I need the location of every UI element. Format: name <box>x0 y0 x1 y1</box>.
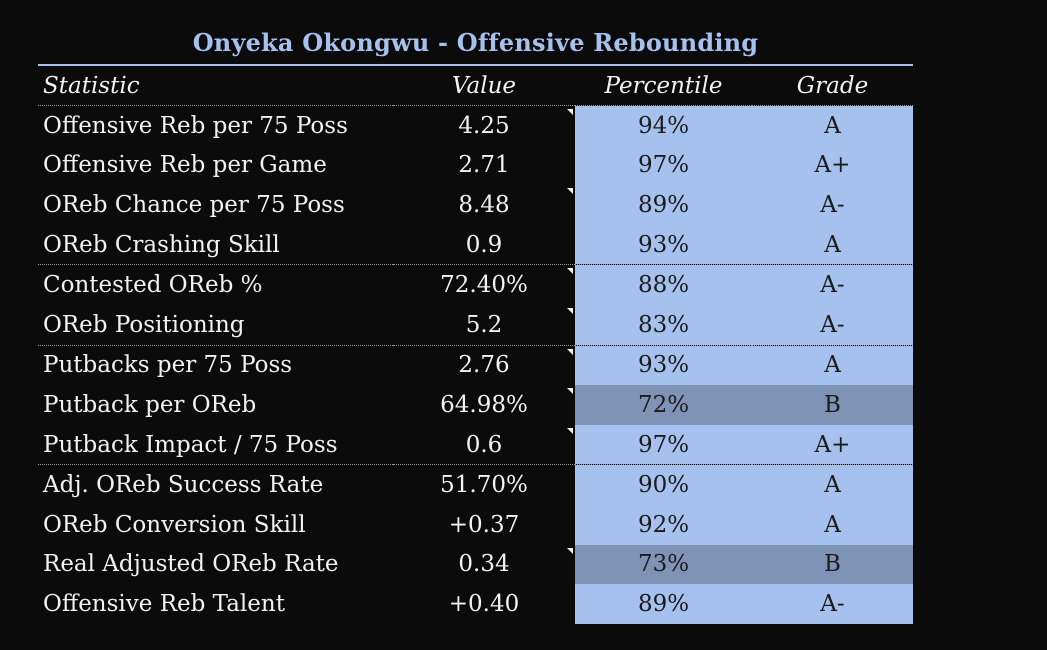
percentile-cell: 93% <box>575 224 752 265</box>
table-row: Contested OReb % 72.40% 88% A- <box>38 264 913 305</box>
header-percentile: Percentile <box>575 67 752 106</box>
value-text: 5.2 <box>465 311 503 338</box>
value-cell: 2.76 <box>393 344 575 386</box>
stat-name-cell: Putback per OReb <box>43 391 257 418</box>
value-cell: 0.6 <box>393 425 575 465</box>
stat-name-cell: Adj. OReb Success Rate <box>38 464 393 505</box>
value-cell: 0.9 <box>393 225 575 265</box>
value-cell: 0.34 <box>393 545 575 585</box>
value-cell: 5.2 <box>393 305 575 345</box>
value-cell: +0.37 <box>393 505 575 545</box>
value-text: +0.37 <box>448 511 520 538</box>
note-marker-icon <box>567 388 573 395</box>
grade-cell: A+ <box>752 145 913 186</box>
header-statistic: Statistic <box>38 67 393 106</box>
table-row: OReb Crashing Skill 0.9 93% A <box>38 224 913 265</box>
stat-name-cell: OReb Chance per 75 Poss <box>43 191 345 218</box>
value-text: 72.40% <box>440 272 528 299</box>
percentile-cell: 73% <box>575 544 752 585</box>
note-marker-icon <box>567 427 573 434</box>
value-text: 51.70% <box>440 472 528 499</box>
value-text: 64.98% <box>440 391 528 418</box>
header-row: Statistic Value Percentile Grade <box>38 67 913 106</box>
percentile-cell: 92% <box>575 504 752 545</box>
percentile-cell: 97% <box>575 145 752 186</box>
table-row: Putback per OReb 64.98% 72% B <box>38 385 913 425</box>
grade-cell: A- <box>752 264 913 305</box>
note-marker-icon <box>567 268 573 275</box>
table-row: Real Adjusted OReb Rate 0.34 73% B <box>38 544 913 585</box>
percentile-cell: 93% <box>575 344 752 386</box>
note-marker-icon <box>567 188 573 195</box>
note-marker-icon <box>567 307 573 314</box>
value-text: 8.48 <box>458 191 510 218</box>
table-row: Adj. OReb Success Rate 51.70% 90% A <box>38 464 913 505</box>
value-cell: 4.25 <box>393 106 575 146</box>
stat-name-cell: Offensive Reb per 75 Poss <box>43 112 348 139</box>
stat-name-cell: Offensive Reb Talent <box>43 590 285 617</box>
percentile-cell: 89% <box>575 584 752 624</box>
value-cell: 51.70% <box>393 464 575 505</box>
title-underline <box>38 64 913 66</box>
note-marker-icon <box>567 109 573 115</box>
stats-table: Statistic Value Percentile Grade Offensi… <box>38 67 913 624</box>
note-marker-icon <box>567 348 573 355</box>
grade-cell: A <box>752 105 913 146</box>
grade-cell: A <box>752 504 913 545</box>
table-row: OReb Chance per 75 Poss 8.48 89% A- <box>38 185 913 225</box>
percentile-cell: 72% <box>575 385 752 425</box>
grade-cell: A <box>752 344 913 386</box>
table-row: Offensive Reb Talent +0.40 89% A- <box>38 584 913 624</box>
value-cell: 64.98% <box>393 385 575 425</box>
table-row: OReb Positioning 5.2 83% A- <box>38 304 913 346</box>
grade-cell: A <box>752 224 913 265</box>
note-marker-icon <box>567 547 573 554</box>
percentile-cell: 89% <box>575 185 752 225</box>
value-text: 0.9 <box>465 231 503 258</box>
stat-name-cell: Putback Impact / 75 Poss <box>43 431 338 458</box>
grade-cell: A+ <box>752 424 913 465</box>
value-text: 0.34 <box>458 551 510 578</box>
stat-name-cell: OReb Crashing Skill <box>43 231 280 258</box>
value-text: 2.76 <box>458 352 510 379</box>
table-title: Onyeka Okongwu - Offensive Rebounding <box>192 28 759 57</box>
value-text: 0.6 <box>465 431 503 458</box>
table-row: Offensive Reb per 75 Poss 4.25 94% A <box>38 105 913 146</box>
grade-cell: B <box>752 385 913 425</box>
stat-name-cell: Real Adjusted OReb Rate <box>43 551 339 578</box>
percentile-cell: 97% <box>575 424 752 465</box>
value-text: 4.25 <box>458 112 510 139</box>
table-row: Offensive Reb per Game 2.71 97% A+ <box>38 145 913 186</box>
percentile-cell: 88% <box>575 264 752 305</box>
stat-name-cell: Putbacks per 75 Poss <box>38 344 393 386</box>
stat-name-cell: OReb Conversion Skill <box>43 511 306 538</box>
stat-name-cell: Offensive Reb per Game <box>43 152 327 179</box>
percentile-cell: 90% <box>575 464 752 505</box>
value-cell: 2.71 <box>393 146 575 186</box>
grade-cell: A- <box>752 584 913 624</box>
grade-cell: A <box>752 464 913 505</box>
table-row: OReb Conversion Skill +0.37 92% A <box>38 504 913 545</box>
value-text: 2.71 <box>458 152 510 179</box>
header-grade: Grade <box>752 67 913 106</box>
table-row: Putback Impact / 75 Poss 0.6 97% A+ <box>38 424 913 465</box>
grade-cell: A- <box>752 185 913 225</box>
stat-name-cell: Contested OReb % <box>38 264 393 305</box>
percentile-cell: 94% <box>575 105 752 146</box>
value-cell: +0.40 <box>393 584 575 624</box>
grade-cell: B <box>752 544 913 585</box>
value-cell: 72.40% <box>393 264 575 305</box>
grade-cell: A- <box>752 304 913 346</box>
table-row: Putbacks per 75 Poss 2.76 93% A <box>38 344 913 386</box>
value-text: +0.40 <box>448 590 520 617</box>
percentile-cell: 83% <box>575 304 752 346</box>
header-value: Value <box>393 67 575 106</box>
stat-name-cell: OReb Positioning <box>43 311 245 338</box>
value-cell: 8.48 <box>393 185 575 225</box>
